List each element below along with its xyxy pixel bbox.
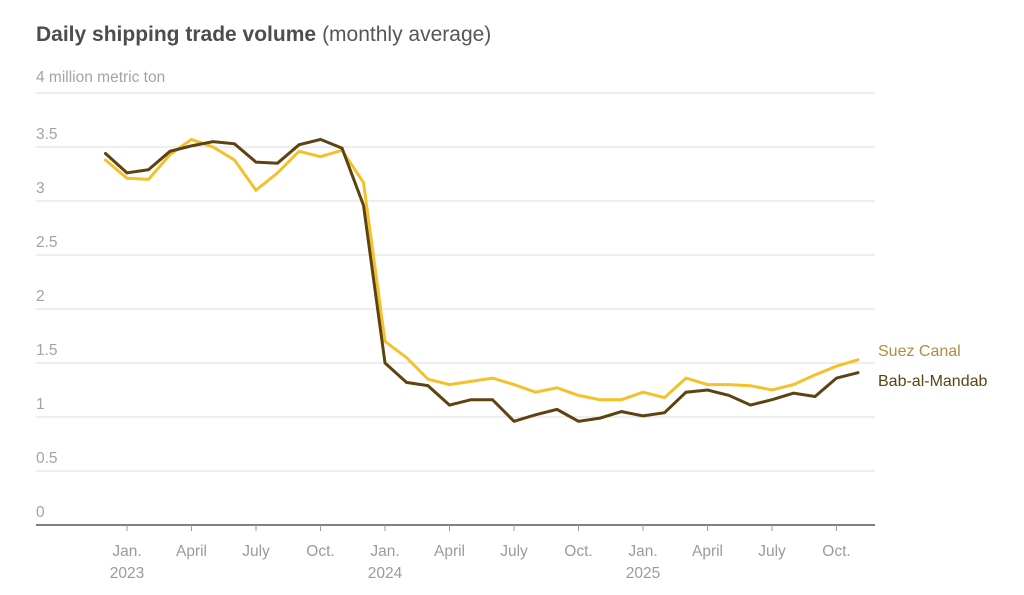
series-label-bab-al-mandab: Bab-al-Mandab xyxy=(878,373,988,390)
x-tick-label-month: July xyxy=(242,543,270,560)
y-tick-label: 1 xyxy=(36,396,45,413)
y-tick-label: 2.5 xyxy=(36,234,58,251)
y-tick-label: 3 xyxy=(36,180,45,197)
x-tick-label-year: 2025 xyxy=(625,565,661,582)
bab-al-mandab-line xyxy=(104,137,860,423)
x-tick-label-month: July xyxy=(758,543,786,560)
x-tick-label-month: Jan. xyxy=(370,543,400,560)
y-tick-label: 2 xyxy=(36,288,45,305)
y-tick-label: 1.5 xyxy=(36,342,58,359)
x-tick-label-year: 2023 xyxy=(109,565,145,582)
chart-title-main: Daily shipping trade volume xyxy=(36,23,317,46)
x-tick-label-month: April xyxy=(433,543,466,560)
x-tick-label-month: July xyxy=(500,543,528,560)
y-tick-label: 3.5 xyxy=(36,126,58,143)
x-tick-label-month: Jan. xyxy=(112,543,142,560)
x-tick-label-month: Oct. xyxy=(564,543,593,560)
y-tick-label: 0.5 xyxy=(36,450,58,467)
chart-subtitle: (monthly average) xyxy=(322,23,492,46)
x-tick-label-month: Oct. xyxy=(822,543,851,560)
y-tick-label: 0 xyxy=(36,504,45,521)
chart-title: Daily shipping trade volume (monthly aver… xyxy=(36,22,491,48)
x-tick-label-month: Jan. xyxy=(628,543,658,560)
x-tick-label-month: April xyxy=(175,543,208,560)
x-tick-label-month: Oct. xyxy=(306,543,335,560)
y-axis-unit-label: 4 million metric ton xyxy=(36,69,166,86)
x-tick-label-year: 2024 xyxy=(367,565,403,582)
series-label-suez-canal: Suez Canal xyxy=(878,343,961,360)
suez-canal-line xyxy=(104,137,860,402)
x-tick-label-month: April xyxy=(691,543,724,560)
